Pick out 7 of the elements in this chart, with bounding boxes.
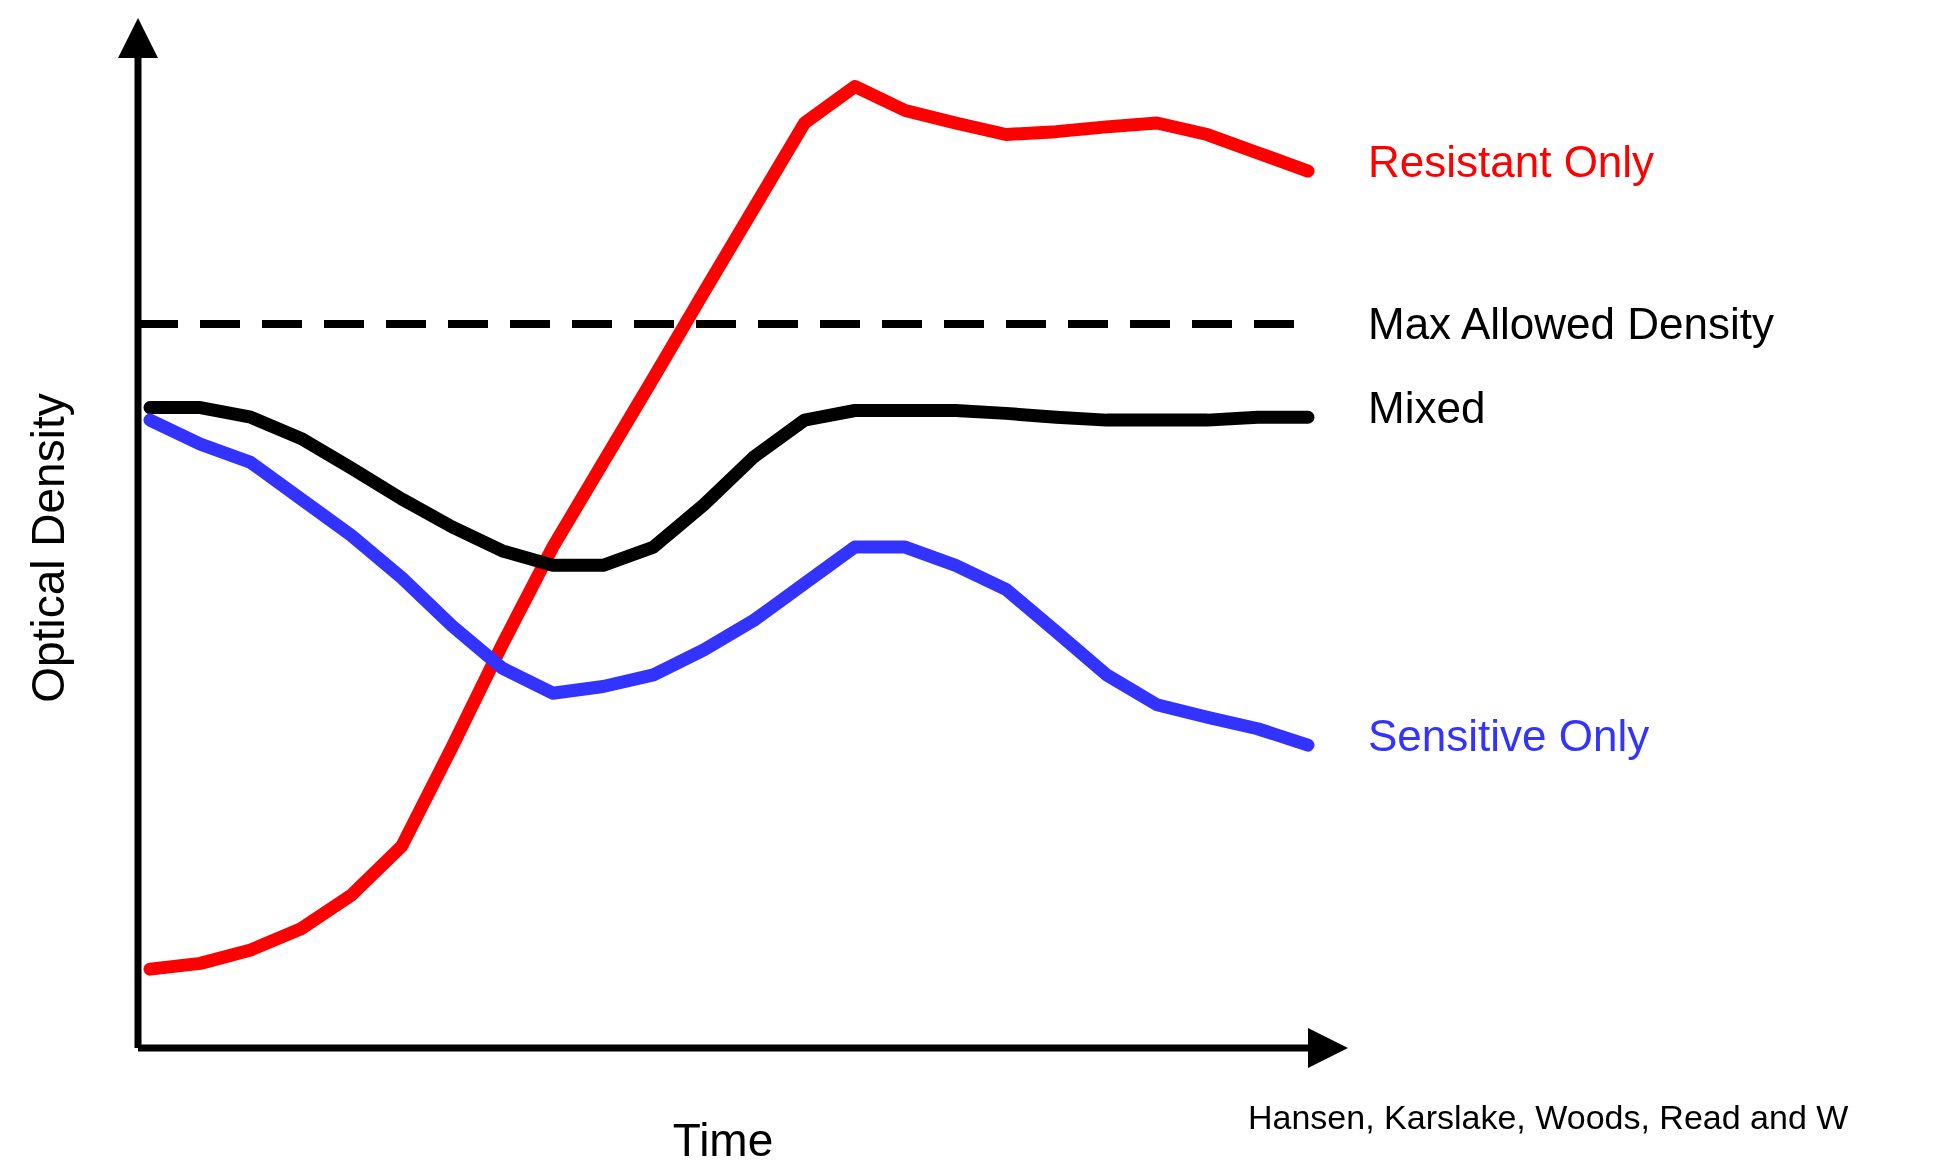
series-label: Sensitive Only [1368,710,1650,760]
y-axis-title: Optical Density [22,393,75,703]
x-axis-title: Time [672,1114,774,1163]
series-label: Mixed [1368,382,1486,432]
ref-line-label: Max Allowed Density [1368,299,1774,349]
series-label: Resistant Only [1368,136,1655,186]
text: Hansen, Karslake, Woods, Read and W [1248,1098,1849,1137]
